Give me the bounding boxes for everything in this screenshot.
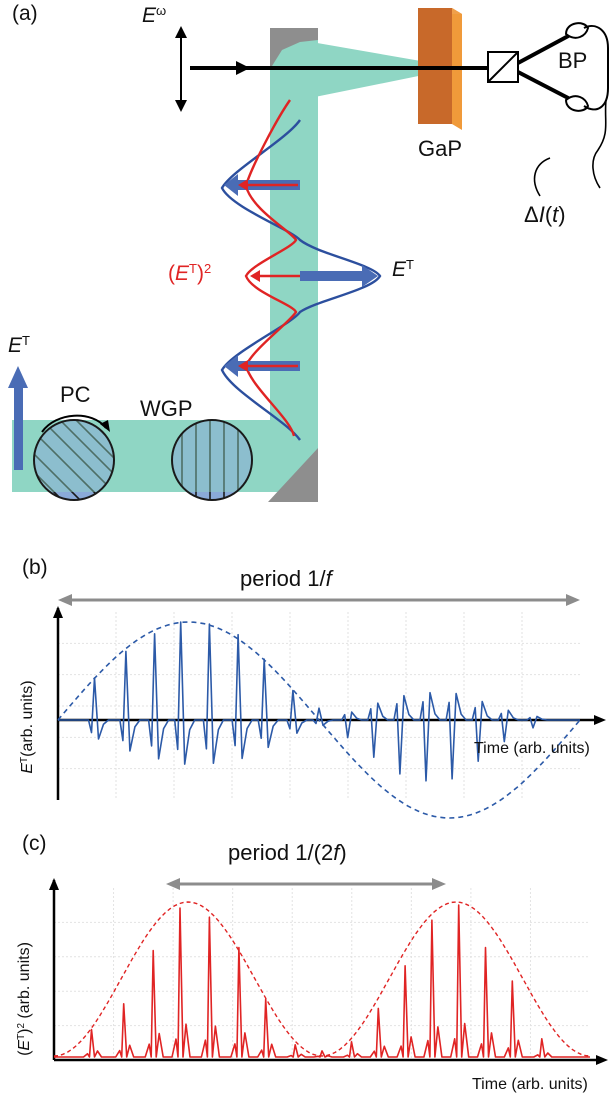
chart-c-y-arrow xyxy=(49,878,59,890)
rotation-direction-arrow xyxy=(41,414,107,433)
chart-b-envelope xyxy=(57,621,581,819)
wgp-label: WGP xyxy=(140,396,193,421)
chart-c-period-arrow-head-left xyxy=(166,878,180,890)
chart-c-x-arrow xyxy=(596,1055,608,1065)
et-polarization-arrowhead xyxy=(8,366,28,388)
chart-c-period-arrow-head-right xyxy=(432,878,446,890)
split-beam-lower xyxy=(517,70,573,102)
field-arrow-middle xyxy=(250,265,378,287)
balanced-photodetector-outline xyxy=(583,25,609,111)
signal-wire xyxy=(592,99,607,189)
et-polarization-label: ET xyxy=(8,332,30,357)
setup-diagram xyxy=(8,8,609,502)
thz-field-wave xyxy=(220,119,382,441)
field-arrow-bottom xyxy=(224,355,300,377)
probe-direction-arrow xyxy=(236,61,250,75)
e-omega-arrowhead-bottom xyxy=(175,100,187,112)
chart-b-x-arrow xyxy=(594,715,606,725)
e-omega-label: Eω xyxy=(142,2,167,27)
et-wave-label: ET xyxy=(392,256,414,281)
photodiode-upper xyxy=(564,22,590,39)
mirror-bottom xyxy=(268,448,318,502)
panel-c-tag: (c) xyxy=(22,832,47,855)
panel-c-ylabel: (ET)2 (arb. units) xyxy=(15,942,33,1056)
photodiode-lower xyxy=(564,95,590,112)
panel-b-tag: (b) xyxy=(22,556,48,579)
signal-wire-lead xyxy=(533,157,551,197)
panel-c-xlabel: Time (arb. units) xyxy=(472,1076,588,1093)
delta-i-label: ΔI(t) xyxy=(524,202,566,227)
split-beam-upper xyxy=(517,32,573,65)
chart-b-signal xyxy=(58,621,580,782)
rotating-polarizer-disc xyxy=(33,419,115,501)
chart-b-period-arrow-head-right xyxy=(566,594,580,606)
et-polarization-arrow xyxy=(14,384,23,470)
wire-grid-polarizer-disc xyxy=(171,419,253,501)
chart-b-period-arrow-head-left xyxy=(58,594,72,606)
bp-label: BP xyxy=(558,48,588,73)
gap-label: GaP xyxy=(418,136,463,161)
wollaston-diagonal xyxy=(487,51,519,83)
field-arrow-top xyxy=(224,174,300,196)
pc-label: PC xyxy=(60,382,91,407)
chart-b-y-arrow xyxy=(53,606,63,618)
chart-c-envelope xyxy=(53,901,591,1057)
e-omega-arrowhead-top xyxy=(175,26,187,38)
rotation-arrowhead xyxy=(100,420,110,432)
panel-b-period-label: period 1/f xyxy=(240,566,332,591)
panel-c-period-label: period 1/(2f) xyxy=(228,840,347,865)
parabolic-mirror-top xyxy=(270,28,318,70)
panel-a-tag: (a) xyxy=(12,2,38,25)
et-squared-label: (ET)2 xyxy=(168,260,212,285)
chart-c-signal xyxy=(54,904,590,1058)
thz-beam-vertical xyxy=(270,40,318,450)
panel-b-xlabel: Time (arb. units) xyxy=(474,740,590,757)
